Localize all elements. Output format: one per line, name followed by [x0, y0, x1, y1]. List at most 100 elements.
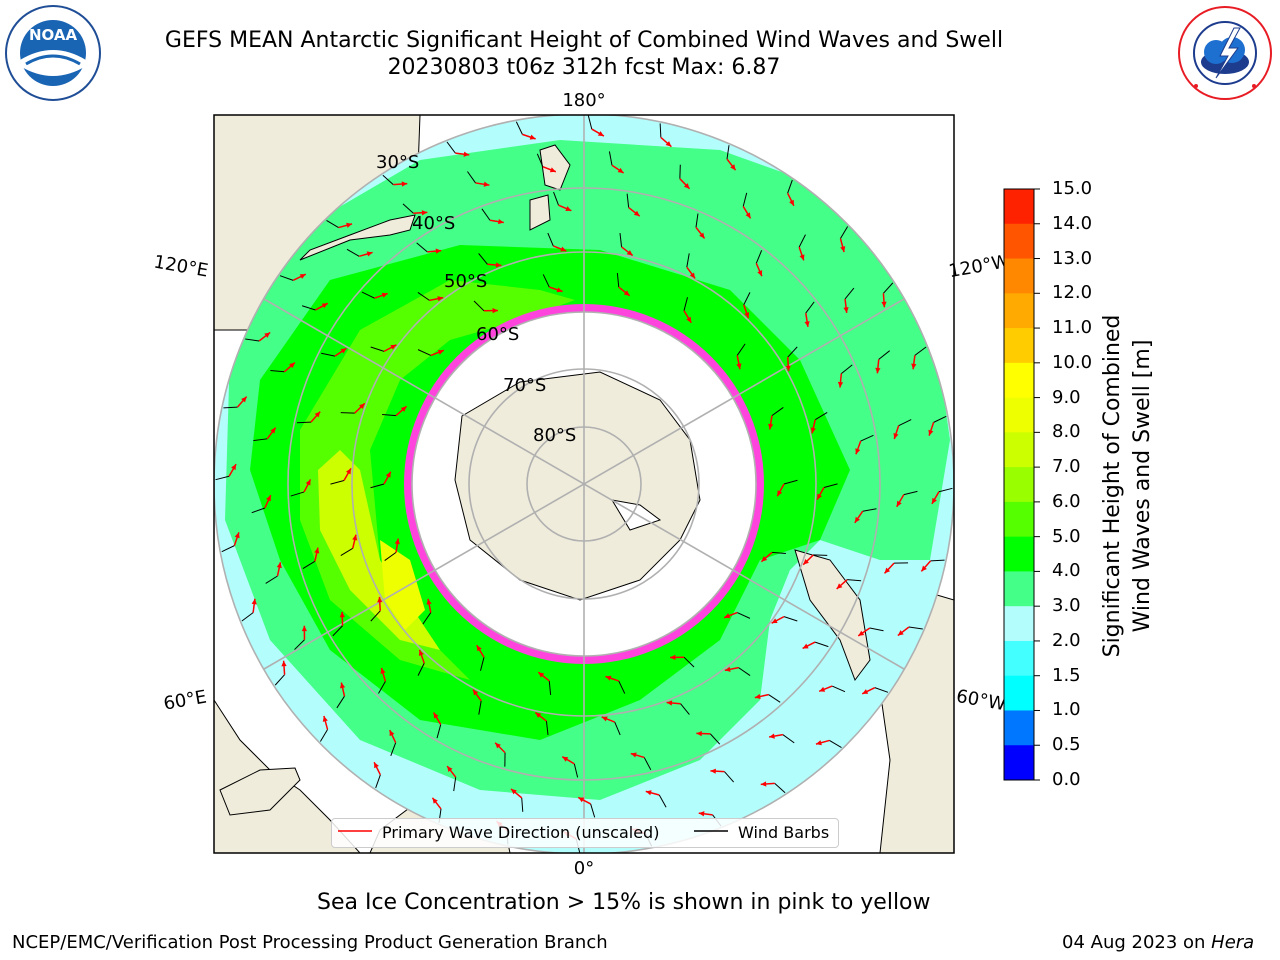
wind-barb: [215, 475, 230, 481]
wave-arrow-head: [374, 762, 379, 769]
wind-barb: [330, 480, 345, 485]
wind-barb: [542, 274, 550, 288]
wind-barb: [390, 742, 397, 757]
wave-arrow-head: [231, 464, 237, 471]
wave-arrow-head: [562, 756, 569, 762]
wave-arrow-head: [241, 396, 247, 403]
wind-legend-line: [694, 830, 728, 832]
wave-arrow-head: [696, 730, 702, 737]
wind-barb: [587, 115, 593, 130]
wind-barb: [253, 438, 268, 442]
wave-arrow-head: [340, 682, 346, 689]
wave-arrow-head: [276, 562, 282, 569]
wave-arrow-head: [345, 468, 351, 475]
wave-arrow-head: [390, 344, 397, 350]
wind-barb: [326, 219, 339, 228]
wind-barb: [279, 275, 294, 281]
colorbar-swatch: [1004, 293, 1034, 329]
footer-machine: Hera: [1211, 932, 1255, 953]
wave-arrow-head: [754, 693, 761, 700]
wind-barb: [898, 419, 912, 427]
wave-arrow-head: [761, 556, 768, 562]
wave-arrow-head: [549, 167, 556, 173]
wind-barb: [346, 248, 360, 257]
wave-arrow-head: [819, 686, 826, 692]
wind-barb: [658, 794, 667, 808]
wave-arrow-head: [768, 423, 774, 430]
wind-barb: [375, 774, 381, 789]
wave-arrow-head: [437, 296, 444, 302]
wind-barb: [742, 192, 748, 207]
wave-arrow-head: [802, 643, 809, 649]
colorbar-tick-label: 3.0: [1052, 595, 1081, 617]
wave-arrow-head: [893, 433, 899, 439]
wind-barb: [908, 626, 923, 630]
wave-arrow-head: [495, 742, 501, 749]
noaa-logo-text: NOAA: [29, 26, 78, 44]
wave-legend-line: [338, 830, 372, 832]
wave-arrow-head: [529, 134, 536, 140]
wave-arrow-head: [623, 290, 630, 296]
wind-barb: [382, 174, 394, 185]
wave-arrow-head: [840, 246, 846, 253]
colorbar-tick-label: 10.0: [1052, 351, 1093, 373]
wind-barb: [378, 681, 386, 694]
wave-arrow-head: [730, 164, 736, 171]
wave-arrow-head: [299, 274, 306, 279]
wind-barb: [874, 687, 889, 693]
colorbar-tick-label: 12.0: [1052, 282, 1093, 304]
colorbar-tick-label: 4.0: [1052, 560, 1081, 582]
colorbar-swatch: [1004, 189, 1034, 225]
lon-label-120e: 120°E: [152, 251, 210, 281]
wind-barb: [536, 153, 544, 167]
latitude-labels: 30°S 40°S 50°S 60°S 70°S 80°S: [376, 152, 576, 446]
wind-barb: [774, 783, 786, 794]
wind-barb: [930, 559, 945, 562]
wave-arrow-head: [911, 363, 917, 370]
wave-arrow-head: [771, 618, 778, 624]
legend-wind-label: Wind Barbs: [738, 823, 830, 842]
wind-barb: [467, 171, 476, 184]
wind-barb: [274, 674, 285, 686]
wave-arrow-head: [435, 248, 442, 254]
wave-arrow-head: [401, 181, 408, 187]
wind-barb: [814, 641, 829, 648]
wave-arrow-head: [421, 210, 428, 216]
wave-arrow-head: [804, 321, 810, 327]
wind-barb: [783, 616, 798, 622]
wind-barb: [265, 575, 278, 584]
wave-arrow-head: [389, 730, 395, 737]
wave-arrow-head: [836, 583, 843, 589]
wave-arrow-head: [301, 625, 307, 632]
wind-barb: [446, 141, 456, 154]
wind-barb: [643, 757, 652, 771]
wave-arrow-head: [881, 301, 887, 308]
wind-barb: [869, 627, 884, 632]
wind-barb: [737, 612, 751, 619]
wave-arrow-head: [510, 788, 517, 795]
colorbar-title: Significant Height of Combined Wind Wave…: [1100, 314, 1155, 658]
colorbar-tick-label: 1.5: [1052, 664, 1081, 686]
wind-barb: [933, 415, 947, 423]
wave-arrow-head: [683, 183, 690, 189]
wind-barb: [726, 145, 730, 160]
wind-barb: [417, 349, 431, 356]
wind-barb: [370, 346, 385, 352]
wave-arrow-head: [322, 715, 328, 722]
wind-barb: [332, 625, 343, 637]
colorbar-tick-label: 13.0: [1052, 247, 1093, 269]
wave-arrow-head: [472, 689, 479, 696]
wave-arrow-head: [921, 565, 927, 572]
wind-barb: [478, 700, 482, 715]
wind-barb: [814, 412, 828, 421]
colorbar-swatch: [1004, 258, 1034, 294]
wind-barb: [290, 491, 305, 497]
colorbar-swatch: [1004, 328, 1034, 364]
wind-barb: [402, 203, 414, 214]
wave-arrow-head: [884, 567, 891, 574]
wind-barb: [847, 579, 862, 582]
colorbar-swatch: [1004, 536, 1034, 572]
wave-arrow-head: [855, 448, 861, 455]
wave-arrow-head: [789, 199, 794, 206]
wave-arrow-head: [578, 797, 585, 803]
